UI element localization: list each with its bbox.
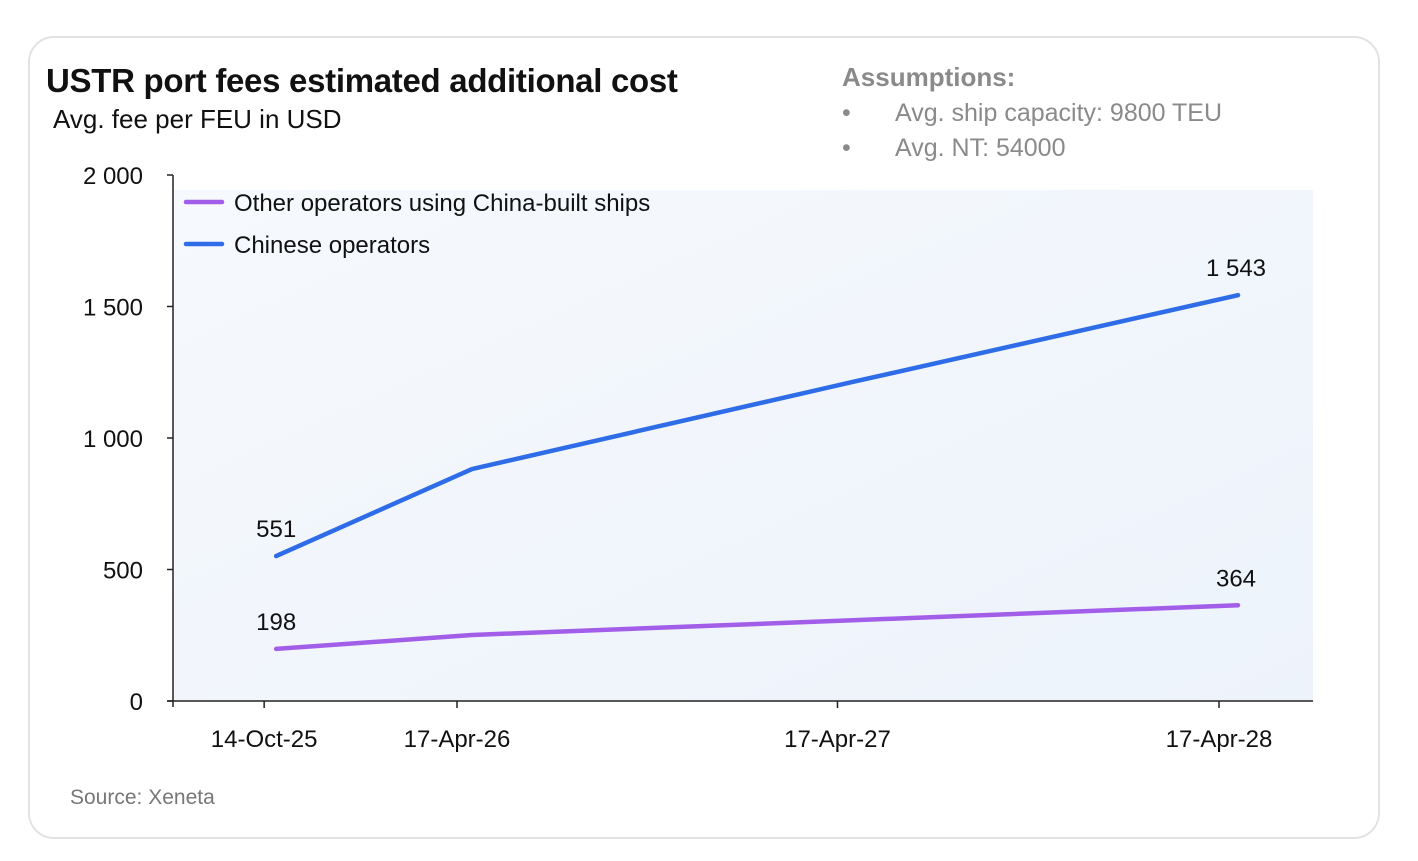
data-label: 1 543	[1206, 255, 1266, 282]
x-tick-label: 17-Apr-27	[784, 726, 891, 753]
data-label: 198	[256, 609, 296, 636]
assumption-item: • Avg. ship capacity: 9800 TEU	[842, 99, 1223, 127]
series-line	[273, 292, 1241, 559]
y-tick-label: 1 500	[83, 295, 143, 322]
assumptions-box: Assumptions: • Avg. ship capacity: 9800 T…	[842, 62, 1222, 163]
legend-label: Other operators using China-built ships	[234, 190, 650, 217]
legend-label: Chinese operators	[234, 232, 430, 259]
y-tick-label: 2 000	[83, 163, 143, 190]
x-tick-label: 17-Apr-26	[404, 726, 511, 753]
y-tick-label: 0	[130, 689, 143, 716]
x-tick-label: 17-Apr-28	[1166, 726, 1273, 753]
chart-title: USTR port fees estimated additional cost	[46, 62, 678, 99]
assumption-text: Avg. ship capacity: 9800 TEU	[895, 99, 1223, 127]
data-label: 364	[1216, 565, 1256, 592]
y-tick-label: 500	[103, 558, 143, 585]
assumption-text: Avg. NT: 54000	[895, 134, 1066, 162]
data-label: 551	[256, 516, 296, 543]
assumptions-heading: Assumptions:	[842, 62, 1016, 92]
assumption-item: • Avg. NT: 54000	[842, 134, 1066, 162]
chart-subtitle: Avg. fee per FEU in USD	[53, 104, 342, 134]
y-tick-label: 1 000	[83, 426, 143, 453]
x-tick-label: 14-Oct-25	[211, 726, 318, 753]
source-note: Source: Xeneta	[70, 786, 215, 809]
plot-area	[173, 190, 1313, 701]
series-line	[273, 603, 1241, 652]
